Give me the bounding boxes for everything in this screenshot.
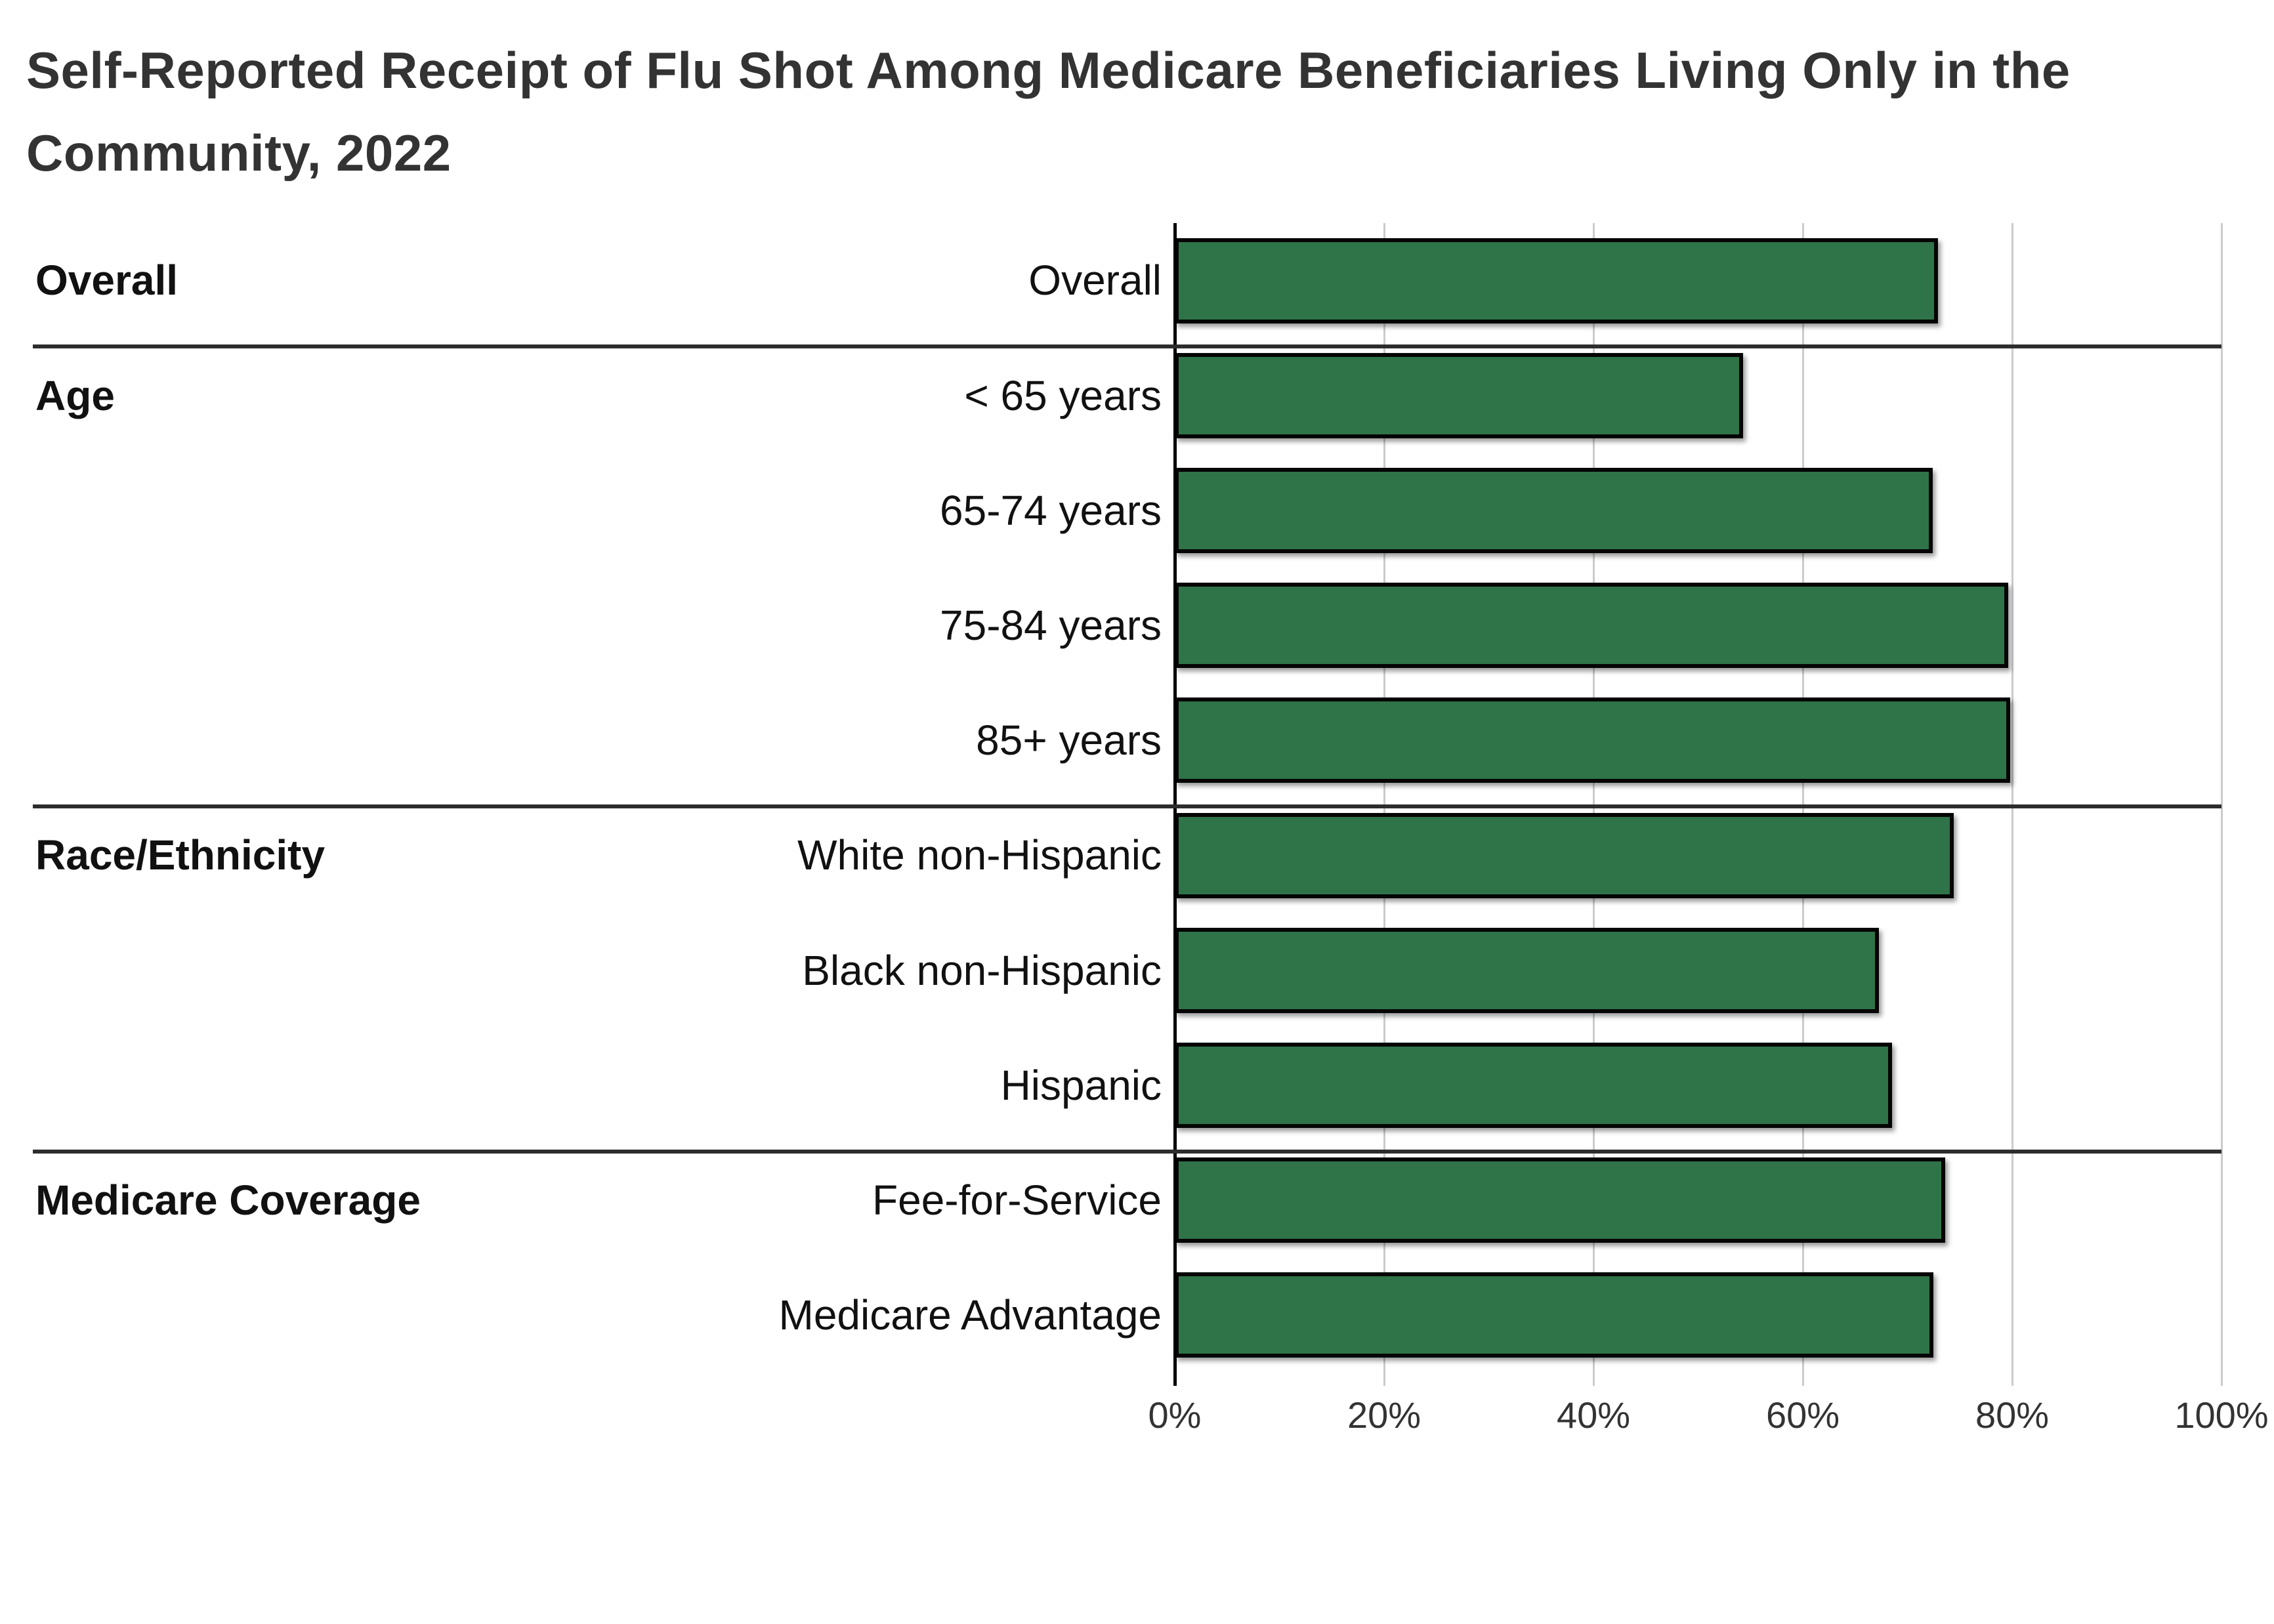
bar xyxy=(1175,238,1938,323)
bar-label: White non-Hispanic xyxy=(797,831,1162,879)
bar xyxy=(1175,583,2008,669)
bar-label: Overall xyxy=(1028,257,1162,304)
bar-label: 75-84 years xyxy=(940,602,1162,650)
bar xyxy=(1175,1272,1934,1358)
bar-label: 85+ years xyxy=(976,717,1162,764)
bar-label: < 65 years xyxy=(964,371,1162,419)
x-tick-label: 40% xyxy=(1556,1394,1631,1436)
group-label: Age xyxy=(35,371,115,419)
x-tick-label: 80% xyxy=(1975,1394,2050,1436)
section-separator xyxy=(33,344,2221,349)
section-separator xyxy=(33,804,2221,808)
chart-title: Self-Reported Receipt of Flu Shot Among … xyxy=(26,29,2071,195)
bar xyxy=(1175,697,2010,783)
bar-label: Black non-Hispanic xyxy=(802,946,1162,994)
x-tick-label: 20% xyxy=(1347,1394,1421,1436)
bar xyxy=(1175,352,1744,438)
group-label: Race/Ethnicity xyxy=(35,831,326,879)
bar-label: Hispanic xyxy=(1000,1061,1162,1109)
bar-label: Medicare Advantage xyxy=(778,1291,1162,1339)
bar-label: 65-74 years xyxy=(940,486,1162,534)
gridline xyxy=(2221,223,2223,1386)
x-tick-label: 100% xyxy=(2174,1394,2269,1436)
x-tick-label: 60% xyxy=(1765,1394,1840,1436)
bar xyxy=(1175,927,1880,1013)
bar xyxy=(1175,1043,1892,1128)
group-label: Medicare Coverage xyxy=(35,1176,421,1224)
section-separator xyxy=(33,1149,2221,1154)
bar xyxy=(1175,468,1933,553)
group-label: Overall xyxy=(35,257,179,304)
chart-title-line1: Self-Reported Receipt of Flu Shot Among … xyxy=(26,41,2071,99)
x-tick-label: 0% xyxy=(1148,1394,1202,1436)
bar xyxy=(1175,812,1954,898)
bar-label: Fee-for-Service xyxy=(872,1176,1162,1224)
chart-title-line2: Community, 2022 xyxy=(26,124,452,182)
bar xyxy=(1175,1157,1945,1243)
